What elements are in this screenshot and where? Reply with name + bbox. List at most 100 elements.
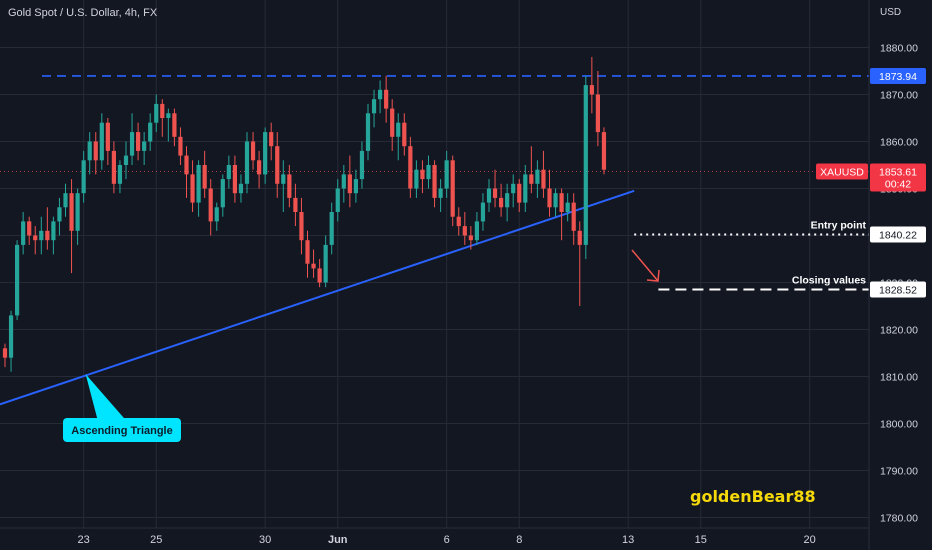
candle xyxy=(553,188,558,217)
candle xyxy=(335,179,340,222)
candle xyxy=(384,75,389,123)
candle-body xyxy=(402,122,407,147)
time-tick-label: 30 xyxy=(259,534,271,546)
candle xyxy=(492,169,498,208)
candle xyxy=(444,150,449,198)
candle xyxy=(378,80,383,114)
callout-pointer xyxy=(85,374,126,420)
time-tick-label: 8 xyxy=(516,534,522,546)
candle xyxy=(190,160,195,212)
candle-body xyxy=(69,193,74,231)
candle-body xyxy=(317,268,322,283)
candle-body xyxy=(299,212,304,241)
candle-body xyxy=(93,141,98,161)
time-tick-label: 15 xyxy=(695,534,707,546)
candle-body xyxy=(105,122,110,151)
candle-body xyxy=(438,188,443,198)
candle xyxy=(480,193,486,231)
time-axis[interactable]: 23 25 30 Jun 6 8 13 15 20 xyxy=(78,534,816,546)
candle xyxy=(81,150,86,203)
candle-body xyxy=(244,141,250,184)
candle xyxy=(269,122,274,161)
candle xyxy=(196,160,201,217)
candle xyxy=(468,226,473,250)
candle-body xyxy=(589,85,594,95)
candle-body xyxy=(553,193,558,208)
candle-body xyxy=(595,94,600,133)
candle-body xyxy=(154,103,159,123)
candle-body xyxy=(136,132,141,151)
ascending-triangle-label: Ascending Triangle xyxy=(71,425,172,437)
candle xyxy=(311,249,316,278)
candle-body xyxy=(426,165,431,180)
candle xyxy=(63,183,68,217)
candle-body xyxy=(384,89,389,109)
candle-body xyxy=(75,193,80,231)
candle xyxy=(21,212,26,255)
candle xyxy=(432,160,437,208)
candle xyxy=(33,226,38,255)
candle-body xyxy=(238,183,244,194)
candle-body xyxy=(359,150,365,180)
candle-body xyxy=(365,113,371,151)
candle-body xyxy=(565,202,570,212)
candle xyxy=(57,197,62,236)
candle-body xyxy=(287,174,292,198)
candle xyxy=(208,179,213,236)
candle xyxy=(535,160,540,198)
candle xyxy=(529,146,534,194)
candle-body xyxy=(396,122,401,137)
candle xyxy=(499,183,504,217)
candle-body xyxy=(51,221,56,241)
candle xyxy=(39,216,44,255)
entry-price-tag-bg xyxy=(870,226,926,243)
currency-label: USD xyxy=(880,7,901,18)
down-arrow-shaft xyxy=(631,249,659,282)
candle xyxy=(565,193,570,222)
candle xyxy=(450,155,455,227)
ascending-trendline xyxy=(0,189,635,406)
candle xyxy=(226,155,231,189)
candle xyxy=(317,259,322,288)
price-tick-label: 1870.00 xyxy=(880,90,918,102)
candle-body xyxy=(21,221,26,245)
callout-box xyxy=(63,418,181,442)
candle-body xyxy=(281,174,286,184)
candle xyxy=(601,127,607,175)
resistance-price-tag-bg xyxy=(870,67,926,84)
trendline-group xyxy=(0,189,635,406)
candle-body xyxy=(275,146,280,184)
candle xyxy=(511,174,516,208)
closing-price-tag-bg xyxy=(870,281,926,298)
candle xyxy=(589,56,594,114)
candle-body xyxy=(450,160,455,217)
candle xyxy=(341,165,346,203)
candle-body xyxy=(523,174,528,203)
candle-body xyxy=(468,235,473,241)
candle xyxy=(99,113,104,170)
candle-body xyxy=(305,240,310,264)
candle xyxy=(166,108,171,142)
candle-body xyxy=(2,348,8,358)
candle xyxy=(329,202,334,255)
candle xyxy=(456,207,461,236)
last-price-value: 1853.61 xyxy=(879,167,917,179)
candle xyxy=(184,146,189,198)
candle xyxy=(178,127,183,165)
candle xyxy=(474,212,479,245)
time-tick-label: Jun xyxy=(328,534,348,546)
candle-body xyxy=(432,165,437,198)
candle-body xyxy=(220,179,225,208)
candle-body xyxy=(353,179,358,194)
candle-body xyxy=(347,174,352,194)
candle-body xyxy=(529,174,534,184)
candle-body xyxy=(196,165,201,203)
candle xyxy=(293,183,298,227)
candle xyxy=(486,179,492,212)
candle-body xyxy=(390,108,395,137)
candle xyxy=(583,75,588,259)
time-tick-label: 6 xyxy=(444,534,450,546)
candle xyxy=(220,174,225,217)
